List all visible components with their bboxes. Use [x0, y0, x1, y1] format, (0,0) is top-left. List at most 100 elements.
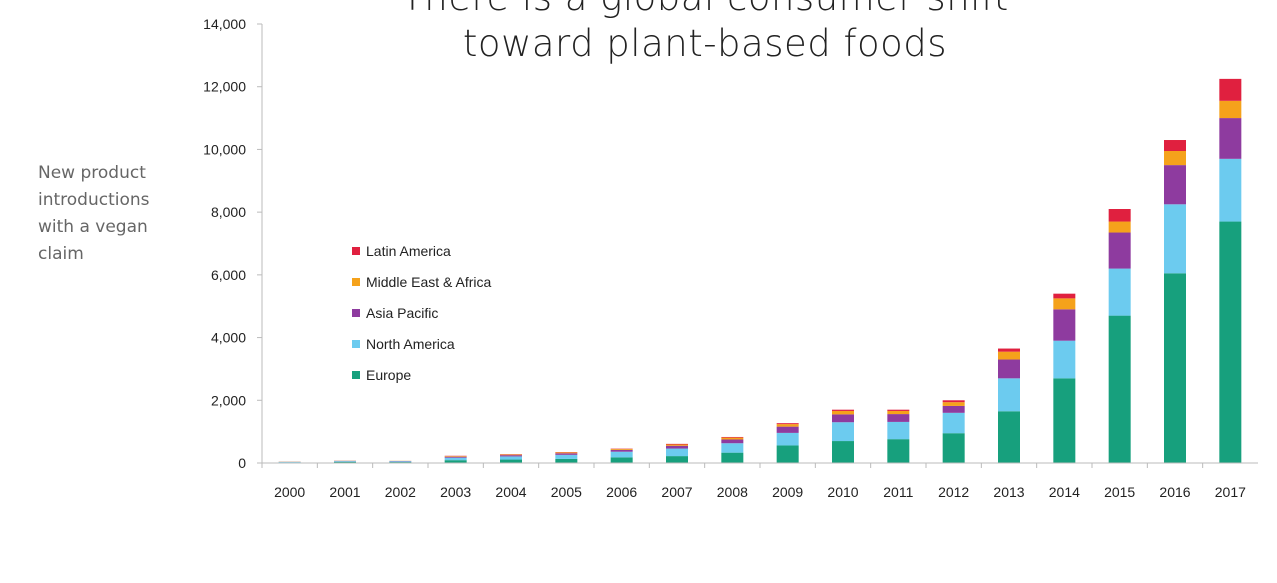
x-tick-label: 2017 [1215, 484, 1246, 500]
legend-swatch [352, 371, 360, 379]
bar-segment-latin-america [721, 436, 744, 438]
legend: Latin America Middle East & Africa Asia Pa… [352, 243, 491, 383]
bar-segment-europe [444, 460, 467, 463]
bar-segment-europe [334, 461, 356, 463]
bar-segment-north-america [1219, 158, 1242, 222]
bar-segment-asia-pacific [721, 439, 744, 444]
bar-segment-north-america [942, 412, 965, 434]
y-axis-label-line: New product [38, 163, 146, 183]
bar-segment-europe [721, 452, 744, 463]
bar-segment-latin-america [1108, 209, 1131, 222]
legend-swatch [352, 309, 360, 317]
bar-segment-europe [998, 411, 1020, 463]
bar-segment-middle-east-africa [942, 402, 965, 406]
y-tick-label: 0 [238, 455, 246, 471]
bar-segment-latin-america [887, 409, 910, 411]
bar-segment-north-america [389, 461, 412, 463]
x-tick-label: 2008 [717, 484, 748, 500]
x-tick-label: 2005 [551, 484, 582, 500]
y-tick-label: 4,000 [211, 330, 246, 346]
bar-segment-asia-pacific [666, 445, 688, 449]
x-tick-label: 2000 [274, 484, 305, 500]
bar-segment-asia-pacific [444, 456, 467, 458]
y-axis-label-line: with a vegan [38, 217, 148, 237]
y-tick-label: 10,000 [203, 141, 246, 157]
bar-segment-middle-east-africa [1164, 150, 1186, 166]
y-axis-label: New product introductions with a vegan c… [38, 160, 168, 268]
bar-segment-europe [887, 439, 910, 463]
y-axis: 0 2,000 4,000 6,000 8,000 10,000 12,000 14,000 [203, 16, 263, 471]
y-axis-label-line: introductions [38, 190, 150, 210]
x-tick-label: 2003 [440, 484, 471, 500]
bar-segment-europe [1164, 273, 1186, 463]
bar-segment-middle-east-africa [721, 437, 744, 440]
y-axis-label-line: claim [38, 244, 84, 264]
bars [278, 78, 1242, 463]
bar-segment-north-america [1164, 204, 1186, 274]
bar-segment-europe [500, 459, 522, 463]
bar-segment-asia-pacific [887, 414, 910, 422]
bar-segment-asia-pacific [500, 455, 522, 457]
legend-label: Latin America [366, 243, 451, 259]
x-tick-label: 2007 [661, 484, 692, 500]
legend-swatch [352, 340, 360, 348]
bar-segment-latin-america [1164, 140, 1186, 151]
bar-segment-latin-america [1053, 293, 1076, 299]
bar-segment-middle-east-africa [610, 448, 633, 450]
bar-segment-europe [1108, 315, 1131, 463]
y-tick-label: 12,000 [203, 79, 246, 95]
bar-segment-asia-pacific [942, 405, 965, 413]
x-tick-label: 2012 [938, 484, 969, 500]
bar-segment-europe [942, 433, 965, 463]
bar-segment-north-america [1108, 268, 1131, 316]
bar-segment-latin-america [1219, 78, 1242, 101]
bar-segment-latin-america [666, 443, 688, 445]
bar-segment-north-america [610, 451, 633, 458]
bar-segment-north-america [666, 448, 688, 457]
bar-segment-europe [666, 456, 688, 463]
bar-segment-europe [832, 441, 854, 463]
bar-segment-middle-east-africa [998, 351, 1020, 360]
bar-segment-north-america [887, 421, 910, 440]
legend-label: Europe [366, 367, 411, 383]
bar-segment-middle-east-africa [1108, 221, 1131, 233]
legend-label: Middle East & Africa [366, 274, 491, 290]
x-tick-label: 2006 [606, 484, 637, 500]
bar-segment-latin-america [832, 409, 854, 411]
bar-segment-latin-america [998, 348, 1020, 352]
bar-segment-middle-east-africa [444, 456, 467, 457]
bar-segment-asia-pacific [998, 359, 1020, 379]
bar-segment-asia-pacific [832, 414, 854, 423]
bar-segment-middle-east-africa [887, 410, 910, 415]
x-tick-label: 2010 [827, 484, 858, 500]
bar-segment-asia-pacific [776, 426, 799, 433]
x-tick-label: 2014 [1049, 484, 1080, 500]
chart-title-line-2: toward plant-based foods [462, 22, 948, 65]
bar-segment-middle-east-africa [832, 410, 854, 415]
bar-segment-europe [1053, 378, 1076, 463]
bar-segment-middle-east-africa [776, 424, 799, 427]
bar-segment-north-america [721, 443, 744, 453]
y-tick-label: 2,000 [211, 392, 246, 408]
bar-segment-asia-pacific [1219, 118, 1242, 159]
x-axis: 2000 2001 2002 2003 2004 2005 2006 2007 2008 2009… [261, 462, 1258, 500]
chart-title-line-1: There is a global consumer shift [330, 0, 1080, 19]
x-tick-label: 2016 [1159, 484, 1190, 500]
bar-segment-middle-east-africa [555, 452, 578, 454]
bar-segment-north-america [555, 454, 578, 459]
x-tick-label: 2001 [329, 484, 360, 500]
bar-segment-middle-east-africa [666, 444, 688, 446]
x-tick-label: 2002 [385, 484, 416, 500]
bar-segment-north-america [776, 432, 799, 446]
bar-segment-asia-pacific [555, 453, 578, 455]
bar-segment-europe [610, 457, 633, 463]
legend-swatch [352, 247, 360, 255]
bar-segment-middle-east-africa [1053, 298, 1076, 310]
bar-segment-asia-pacific [1108, 232, 1131, 269]
bar-segment-asia-pacific [1164, 165, 1186, 205]
bar-segment-north-america [1053, 340, 1076, 379]
x-tick-label: 2011 [883, 484, 913, 500]
bar-segment-europe [776, 445, 799, 463]
bar-segment-asia-pacific [1053, 309, 1076, 341]
